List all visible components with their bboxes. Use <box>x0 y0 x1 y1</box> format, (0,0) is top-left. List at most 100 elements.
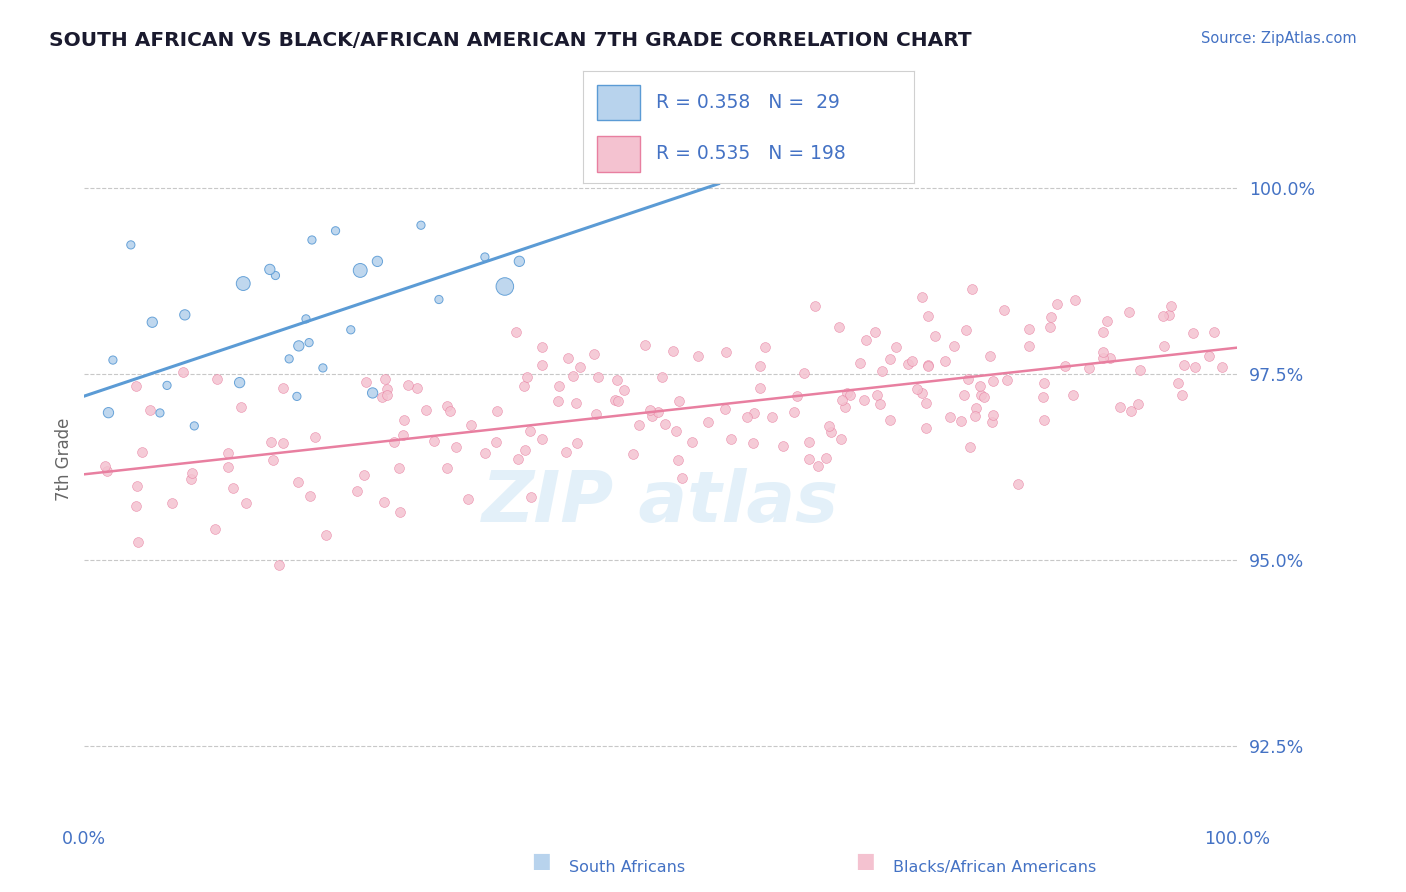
Point <box>508 254 530 268</box>
Point <box>299 489 322 503</box>
Point <box>1211 359 1233 374</box>
Point <box>339 323 361 337</box>
Point <box>1053 359 1076 373</box>
Point <box>969 388 991 402</box>
FancyBboxPatch shape <box>596 85 640 120</box>
Point <box>924 329 946 343</box>
Point <box>149 406 172 420</box>
Point <box>374 372 396 386</box>
Point <box>1039 310 1062 325</box>
Point <box>160 496 183 510</box>
Point <box>1152 309 1174 323</box>
Point <box>634 337 657 351</box>
Point <box>264 268 287 283</box>
Point <box>613 383 636 397</box>
Point <box>271 435 294 450</box>
Point <box>772 439 794 453</box>
Point <box>1039 319 1062 334</box>
Point <box>278 351 301 366</box>
Point <box>1167 376 1189 391</box>
Point <box>1198 349 1220 363</box>
Point <box>375 388 398 402</box>
Point <box>583 346 606 360</box>
Text: R = 0.358   N =  29: R = 0.358 N = 29 <box>657 93 839 112</box>
Point <box>1095 314 1118 328</box>
Text: Blacks/African Americans: Blacks/African Americans <box>893 860 1097 874</box>
Point <box>427 293 450 307</box>
Point <box>415 403 437 417</box>
Point <box>183 418 205 433</box>
Point <box>388 460 411 475</box>
Point <box>304 430 326 444</box>
FancyBboxPatch shape <box>596 136 640 171</box>
Point <box>834 401 856 415</box>
Point <box>508 451 530 466</box>
Point <box>1099 351 1122 366</box>
Text: ZIP atlas: ZIP atlas <box>482 468 839 537</box>
Point <box>830 432 852 446</box>
Point <box>997 373 1019 387</box>
Point <box>1032 413 1054 427</box>
Point <box>869 397 891 411</box>
Point <box>315 528 337 542</box>
Point <box>585 407 607 421</box>
Point <box>1126 397 1149 411</box>
Point <box>516 369 538 384</box>
Point <box>392 413 415 427</box>
Point <box>793 366 815 380</box>
Point <box>943 339 966 353</box>
Point <box>485 404 508 418</box>
Point <box>641 409 664 423</box>
Point <box>761 410 783 425</box>
Point <box>423 434 446 449</box>
Point <box>897 357 920 371</box>
Point <box>127 535 149 549</box>
Point <box>1119 404 1142 418</box>
Point <box>222 481 245 495</box>
Point <box>879 413 901 427</box>
Point <box>562 369 585 384</box>
Point <box>804 299 827 313</box>
Point <box>228 376 250 390</box>
Point <box>741 436 763 450</box>
Point <box>127 479 149 493</box>
Point <box>564 395 586 409</box>
Point <box>353 468 375 483</box>
Point <box>312 360 335 375</box>
Point <box>797 452 820 467</box>
Point <box>993 303 1015 318</box>
Point <box>938 409 960 424</box>
Point <box>797 435 820 450</box>
Point <box>565 436 588 450</box>
Point <box>720 433 742 447</box>
Point <box>444 440 467 454</box>
Point <box>981 415 1004 429</box>
Point <box>1181 326 1204 340</box>
Text: ■: ■ <box>855 851 875 871</box>
Point <box>917 359 939 373</box>
Point <box>229 400 252 414</box>
Point <box>285 389 308 403</box>
Point <box>405 381 427 395</box>
Point <box>969 379 991 393</box>
Point <box>172 365 194 379</box>
Point <box>505 325 527 339</box>
Text: R = 0.535   N = 198: R = 0.535 N = 198 <box>657 145 846 163</box>
Point <box>173 308 195 322</box>
Point <box>835 385 858 400</box>
Point <box>979 349 1001 363</box>
Point <box>647 405 669 419</box>
Point <box>714 402 737 417</box>
Point <box>235 496 257 510</box>
Point <box>981 374 1004 388</box>
Point <box>1032 390 1054 404</box>
Point <box>934 354 956 368</box>
Point <box>1092 351 1115 366</box>
Text: ■: ■ <box>531 851 551 871</box>
Point <box>262 453 284 467</box>
Point <box>955 323 977 337</box>
Text: SOUTH AFRICAN VS BLACK/AFRICAN AMERICAN 7TH GRADE CORRELATION CHART: SOUTH AFRICAN VS BLACK/AFRICAN AMERICAN … <box>49 31 972 50</box>
Point <box>96 464 118 478</box>
Point <box>139 403 162 417</box>
Point <box>665 425 688 439</box>
